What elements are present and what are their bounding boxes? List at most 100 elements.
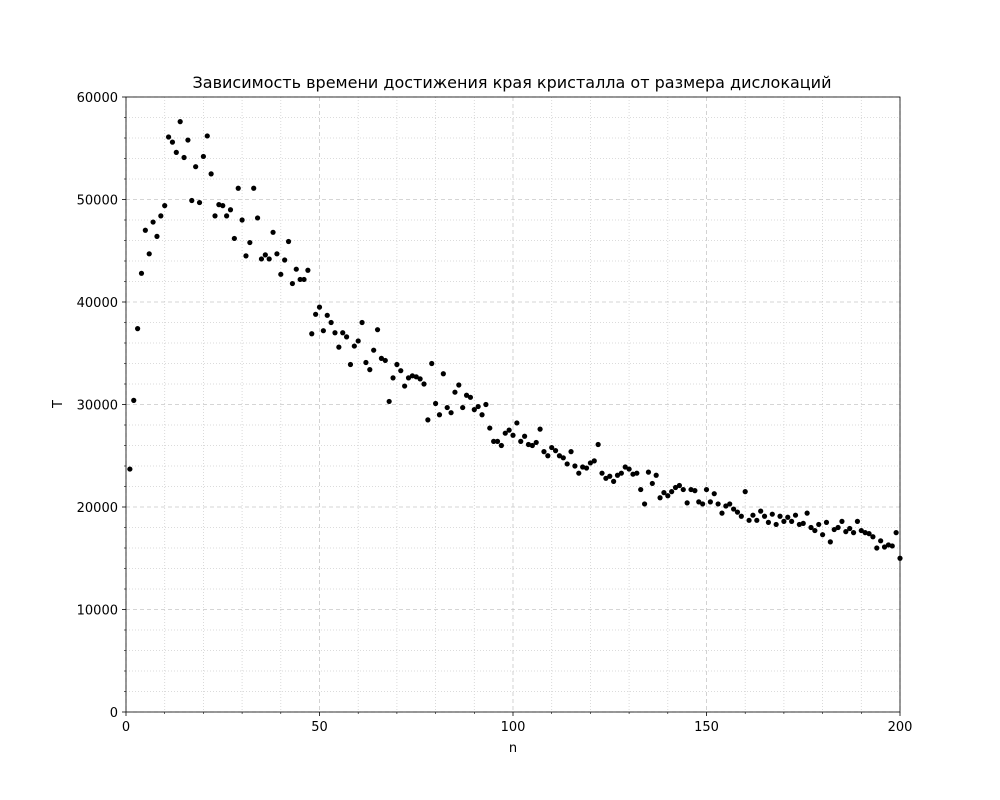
point [173, 149, 179, 155]
point [282, 257, 288, 263]
point [336, 344, 342, 350]
point [487, 425, 493, 431]
point [502, 430, 508, 436]
point [456, 382, 462, 388]
point [792, 512, 799, 518]
y-tick-label: 30000 [77, 399, 118, 414]
point [746, 517, 752, 523]
point [730, 506, 737, 512]
point [429, 360, 435, 367]
point [568, 449, 574, 455]
point [843, 529, 849, 535]
point [510, 432, 516, 438]
point [680, 486, 686, 493]
point [162, 203, 168, 209]
point [367, 367, 373, 373]
point [518, 438, 524, 444]
point [603, 475, 609, 481]
point [444, 404, 450, 411]
x-axis-label: n [509, 741, 517, 756]
point [641, 501, 648, 507]
point [224, 213, 230, 219]
point [313, 311, 319, 317]
point [618, 470, 624, 476]
y-tick-label: 0 [110, 706, 118, 721]
point [777, 513, 783, 519]
point [684, 500, 690, 506]
y-tick-label: 20000 [77, 501, 118, 516]
point [425, 417, 431, 423]
point [278, 271, 284, 277]
x-tick-label: 150 [694, 720, 719, 735]
point [142, 227, 148, 233]
point [181, 154, 187, 161]
point [475, 403, 481, 410]
point [765, 519, 772, 525]
point [196, 199, 203, 206]
point [781, 518, 787, 524]
point [448, 410, 454, 416]
point [301, 276, 307, 283]
point [398, 368, 404, 374]
point [719, 510, 725, 516]
point [514, 420, 520, 426]
point [483, 401, 489, 408]
x-tick-label: 50 [311, 720, 328, 735]
point [491, 438, 497, 444]
point [324, 312, 330, 318]
point [897, 555, 903, 561]
point [231, 235, 237, 242]
point [251, 185, 257, 191]
point [208, 171, 214, 177]
point [649, 480, 655, 487]
point [529, 442, 535, 449]
point [576, 470, 582, 476]
point [657, 495, 663, 501]
point [823, 519, 830, 525]
point [572, 463, 578, 469]
point [270, 229, 276, 235]
point [390, 375, 396, 381]
point [131, 397, 137, 403]
point [266, 256, 272, 262]
point [820, 532, 826, 538]
point [607, 473, 613, 479]
point [773, 521, 779, 528]
point [614, 472, 621, 478]
point [522, 433, 528, 439]
point [595, 441, 601, 448]
point [611, 478, 617, 484]
point [316, 304, 323, 310]
point [703, 486, 710, 493]
point [227, 207, 234, 213]
point [754, 517, 760, 523]
point [289, 280, 296, 287]
point [506, 427, 512, 433]
point [591, 458, 597, 464]
plot-frame [125, 96, 901, 713]
chart-title: Зависимость времени достижения края крис… [193, 73, 832, 92]
point [661, 490, 667, 496]
point [622, 464, 628, 470]
point [340, 330, 346, 336]
point [707, 499, 713, 505]
point [305, 267, 311, 273]
point [169, 139, 176, 145]
point [870, 534, 876, 540]
x-tick-label: 200 [888, 720, 913, 735]
point [850, 530, 857, 536]
point [479, 412, 485, 418]
point [320, 328, 326, 334]
point [816, 521, 822, 528]
point [645, 469, 652, 475]
y-tick-label: 10000 [77, 604, 118, 619]
point [417, 376, 423, 382]
point [254, 215, 261, 221]
point [626, 466, 632, 472]
point [440, 371, 446, 377]
point [247, 239, 253, 246]
point [889, 543, 895, 549]
point [243, 253, 249, 259]
